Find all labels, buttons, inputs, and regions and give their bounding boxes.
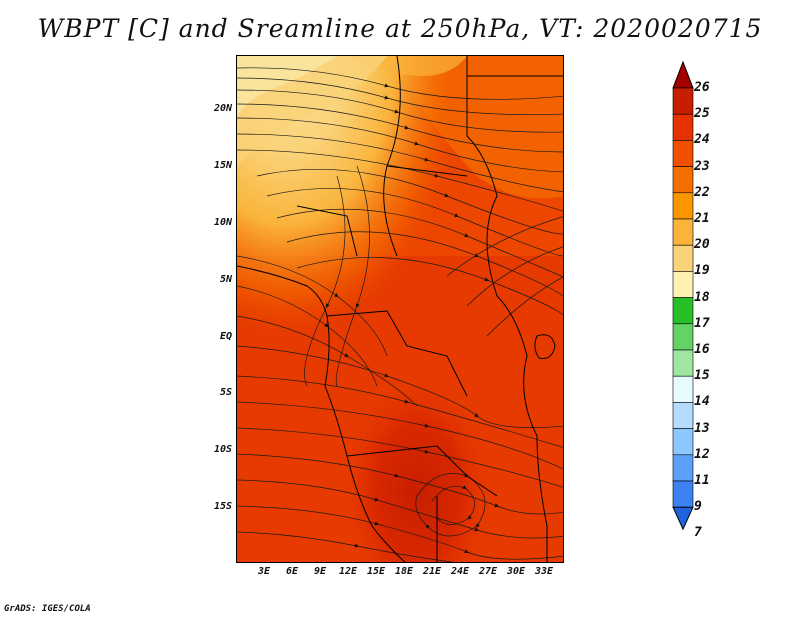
lake-victoria (534, 334, 556, 359)
colorbar-bottom-arrow (672, 506, 694, 531)
colorbar-box (672, 323, 694, 351)
lon-label: 6E (285, 566, 299, 577)
colorbar-label: 9 (694, 499, 702, 515)
colorbar-label: 14 (694, 394, 710, 410)
lat-label: 15S (213, 501, 232, 512)
lon-label: 33E (534, 566, 554, 577)
colorbar-label: 21 (694, 211, 710, 226)
colorbar-box (672, 428, 694, 456)
colorbar-box (672, 113, 694, 141)
wbpt-field (237, 56, 563, 562)
lon-label: 18E (394, 566, 414, 577)
colorbar-label: 26 (694, 80, 710, 95)
colorbar-boxes (672, 60, 694, 531)
colorbar-box (672, 140, 694, 167)
colorbar-label: 25 (694, 106, 710, 122)
lat-label: 15N (213, 160, 232, 171)
colorbar-label: 7 (694, 525, 702, 541)
colorbar-box (672, 192, 694, 220)
lat-label: 20N (213, 103, 232, 114)
chart-title: WBPT [C] and Sreamline at 250hPa, VT: 20… (37, 14, 763, 43)
lat-label: 5S (219, 387, 232, 398)
field-dark-se (237, 56, 563, 562)
lon-label: 24E (450, 566, 470, 577)
lat-label: 10S (213, 444, 232, 455)
colorbar-label: 17 (694, 315, 710, 331)
colorbar-label: 16 (694, 342, 710, 357)
credit-text: GrADS: IGES/COLA (4, 604, 91, 614)
colorbar-top-arrow (672, 60, 694, 89)
colorbar-label: 13 (694, 420, 710, 436)
colorbar-label: 12 (694, 446, 710, 462)
lon-label: 9E (313, 566, 327, 577)
lon-label: 27E (478, 566, 498, 577)
colorbar-box (672, 297, 694, 325)
colorbar-box (672, 244, 694, 272)
lat-label: 5N (219, 274, 232, 285)
coastlines (237, 56, 563, 562)
colorbar-label: 18 (694, 289, 710, 305)
streamlines (237, 67, 563, 562)
lon-label: 21E (422, 566, 442, 577)
colorbar-label: 23 (694, 158, 710, 174)
colorbar-label: 24 (694, 132, 710, 148)
map-panel (236, 55, 564, 563)
colorbar-label: 19 (694, 263, 710, 279)
lon-label: 12E (338, 566, 358, 577)
colorbar-label: 11 (694, 473, 710, 488)
colorbar-label: 20 (694, 237, 710, 253)
lon-label: 3E (257, 566, 271, 577)
colorbar (672, 60, 694, 531)
colorbar-box (672, 480, 694, 508)
lon-label: 15E (366, 566, 386, 577)
colorbar-box (672, 402, 694, 429)
colorbar-box (672, 349, 694, 377)
colorbar-box (672, 454, 694, 482)
colorbar-box (672, 375, 694, 403)
colorbar-label: 22 (694, 184, 710, 200)
lat-label: EQ (219, 331, 232, 342)
colorbar-label: 15 (694, 368, 710, 384)
lat-label: 10N (213, 217, 232, 228)
lon-label: 30E (506, 566, 526, 577)
colorbar-box (672, 87, 694, 115)
colorbar-box (672, 166, 694, 194)
colorbar-box (672, 271, 694, 298)
colorbar-box (672, 218, 694, 246)
